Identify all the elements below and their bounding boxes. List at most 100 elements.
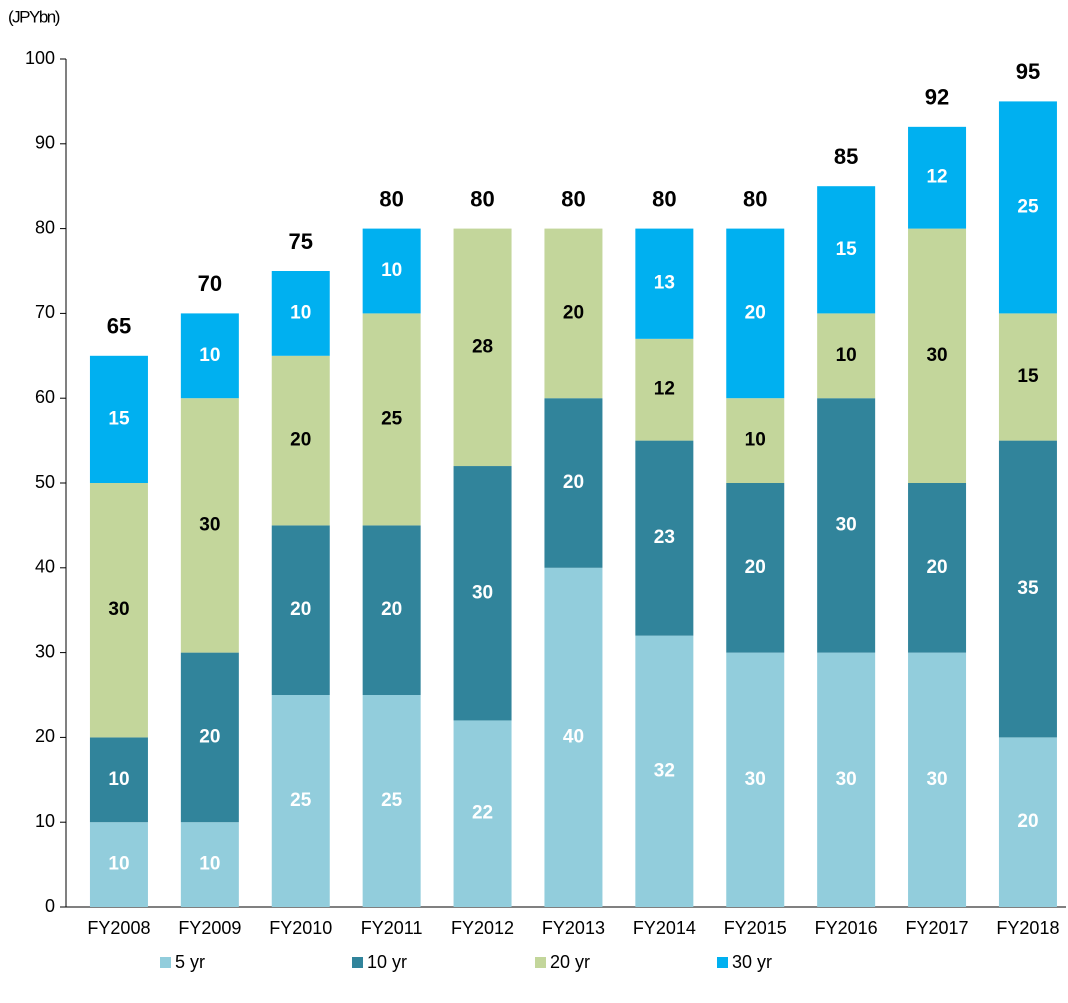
x-tick-label: FY2008 (87, 918, 150, 938)
bar-segment (362, 313, 421, 526)
x-tick-label: FY2016 (815, 918, 878, 938)
total-label: 80 (652, 186, 676, 211)
data-label: 30 (108, 599, 129, 620)
bar-segment (453, 228, 512, 467)
bar-segment (453, 720, 512, 907)
bar-segment (544, 398, 603, 568)
legend-swatch (352, 957, 363, 968)
y-tick-label: 0 (45, 896, 55, 916)
bar-segment (908, 483, 967, 653)
data-label: 30 (472, 582, 493, 603)
total-label: 95 (1016, 59, 1040, 84)
bar-segment (817, 398, 876, 653)
data-label: 10 (108, 854, 129, 875)
y-axis-label: (JPYbn) (8, 7, 60, 26)
y-tick-label: 10 (35, 811, 55, 831)
total-label: 85 (834, 144, 858, 169)
data-label: 12 (926, 167, 947, 188)
data-label: 10 (199, 854, 220, 875)
bar-segment (908, 126, 967, 229)
bar-segment (908, 652, 967, 907)
bar-segment (635, 635, 694, 907)
y-tick-label: 60 (35, 387, 55, 407)
data-label: 20 (745, 302, 766, 323)
data-label: 25 (1017, 196, 1039, 217)
bar-segment (908, 228, 967, 483)
x-tick-label: FY2009 (178, 918, 241, 938)
data-label: 13 (654, 273, 675, 294)
data-label: 35 (1017, 578, 1039, 599)
data-label: 20 (199, 726, 220, 747)
data-label: 30 (926, 345, 947, 366)
x-tick-label: FY2012 (451, 918, 514, 938)
data-label: 25 (290, 790, 312, 811)
total-label: 65 (107, 314, 131, 339)
data-label: 30 (199, 514, 220, 535)
data-label: 12 (654, 379, 675, 400)
total-label: 75 (289, 229, 313, 254)
bar-segment (89, 737, 148, 823)
bar-segment (817, 652, 876, 907)
data-label: 30 (836, 769, 857, 790)
data-label: 20 (290, 430, 311, 451)
legend-swatch (160, 957, 171, 968)
data-label: 20 (926, 557, 947, 578)
data-label: 20 (563, 302, 584, 323)
bar-segment (271, 525, 330, 695)
bar-segment (998, 313, 1057, 441)
bar-segment (271, 695, 330, 907)
y-tick-label: 80 (35, 217, 55, 237)
legend-swatch (717, 957, 728, 968)
bar-segment (362, 228, 421, 314)
data-label: 10 (836, 345, 857, 366)
x-tick-label: FY2017 (906, 918, 969, 938)
data-label: 20 (563, 472, 584, 493)
bar-segment (998, 101, 1057, 314)
data-label: 28 (472, 336, 493, 357)
bar-segment (998, 737, 1057, 907)
bar-segment (726, 652, 785, 907)
x-tick-label: FY2014 (633, 918, 696, 938)
bar-segment (817, 186, 876, 314)
bar-segment (635, 338, 694, 441)
y-tick-label: 30 (35, 641, 55, 661)
bar-segment (726, 483, 785, 653)
bar-segment (180, 652, 239, 823)
data-label: 22 (472, 803, 493, 824)
data-label: 32 (654, 760, 675, 781)
bar-segment (726, 398, 785, 483)
x-tick-label: FY2010 (269, 918, 332, 938)
bar-segment (998, 440, 1057, 738)
bar-segment (817, 313, 876, 399)
bar-segment (635, 440, 694, 636)
data-label: 25 (381, 790, 403, 811)
total-label: 80 (743, 186, 767, 211)
total-label: 80 (561, 186, 585, 211)
bar-segment (180, 398, 239, 653)
data-label: 25 (381, 408, 403, 429)
x-tick-label: FY2015 (724, 918, 787, 938)
data-label: 10 (290, 302, 311, 323)
bar-segment (362, 525, 421, 695)
bar-segment (180, 822, 239, 907)
bar-segment (180, 313, 239, 399)
bar-segment (544, 567, 603, 907)
x-tick-label: FY2013 (542, 918, 605, 938)
legend-label: 30 yr (732, 952, 772, 972)
y-tick-label: 100 (25, 48, 55, 68)
data-label: 30 (926, 769, 947, 790)
bar-segment (453, 466, 512, 721)
bar-segment (89, 483, 148, 738)
data-label: 10 (381, 260, 402, 281)
data-label: 30 (836, 514, 857, 535)
data-label: 10 (108, 769, 129, 790)
bar-segment (362, 695, 421, 907)
x-tick-label: FY2018 (996, 918, 1059, 938)
data-label: 10 (199, 345, 220, 366)
data-label: 20 (381, 599, 402, 620)
y-tick-label: 50 (35, 472, 55, 492)
x-tick-label: FY2011 (361, 918, 423, 938)
legend-swatch (535, 957, 546, 968)
total-label: 92 (925, 85, 949, 110)
